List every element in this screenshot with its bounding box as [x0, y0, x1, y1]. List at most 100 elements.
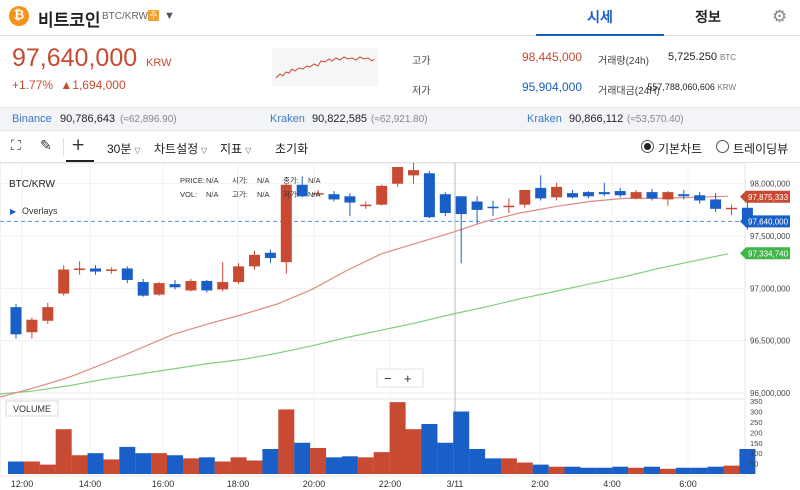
- exchange-price: 90,786,643: [60, 113, 116, 125]
- candle-body: [201, 281, 213, 291]
- volume-bar: [437, 442, 454, 474]
- volume-bar: [485, 458, 501, 474]
- overlays-toggle-icon[interactable]: ▶: [10, 207, 17, 216]
- candlestick-chart[interactable]: 96,000,000 96,500,000 97,000,000 97,500,000…: [0, 163, 800, 490]
- volume-bar: [357, 457, 374, 474]
- candle-body: [726, 207, 737, 210]
- candle-body: [567, 193, 578, 198]
- exchange-name[interactable]: Binance: [12, 113, 52, 125]
- candle-body: [694, 195, 706, 201]
- candle-body: [662, 192, 674, 200]
- volume-title: VOLUME: [13, 404, 51, 414]
- price-tick-label: 98,000,000: [750, 180, 791, 189]
- volume-bar: [564, 466, 581, 474]
- candle-body: [74, 268, 86, 270]
- volume-bar: [707, 466, 724, 474]
- price-axis: 96,000,000 96,500,000 97,000,000 97,500,000…: [750, 180, 791, 398]
- chevron-down-icon: ▽: [201, 146, 208, 155]
- reset-button[interactable]: 초기화: [275, 142, 309, 156]
- price-tick-label: 96,500,000: [750, 337, 791, 346]
- crosshair-icon[interactable]: +: [71, 135, 86, 155]
- candle-body: [233, 266, 245, 283]
- candle-body: [503, 205, 515, 208]
- exchange-name[interactable]: Kraken: [270, 113, 305, 125]
- low-value: 95,904,000: [521, 80, 582, 94]
- time-tick-label: 18:00: [227, 479, 250, 489]
- ohlc-close-value: N/A: [308, 176, 321, 185]
- tab-info[interactable]: 정보: [695, 9, 721, 25]
- pencil-icon[interactable]: ✎: [40, 138, 52, 154]
- candle-body: [121, 268, 133, 280]
- candle-body: [153, 283, 165, 295]
- amount-unit: KRW: [717, 83, 736, 92]
- volume-bar: [739, 449, 756, 474]
- change-amount: ▲1,694,000: [60, 78, 126, 92]
- indicators-menu[interactable]: 지표 ▽: [220, 140, 251, 157]
- candle-body: [392, 167, 404, 184]
- volume-tick-label: 250: [750, 418, 763, 427]
- zoom-out-button[interactable]: −: [384, 371, 392, 386]
- bitcoin-logo-icon: ₿: [9, 6, 29, 26]
- chart-grid: [0, 163, 746, 477]
- volume-bar: [341, 456, 358, 474]
- candle-body: [249, 254, 260, 267]
- gear-icon[interactable]: ⚙: [772, 7, 788, 27]
- volume-tick-label: 350: [750, 397, 763, 406]
- volume-unit: BTC: [720, 53, 736, 62]
- candle-body: [344, 196, 356, 203]
- time-tick-label: 12:00: [11, 479, 34, 489]
- coin-select-chevron-down-icon[interactable]: ▼: [164, 10, 175, 22]
- current-price: 97,640,000: [12, 44, 138, 72]
- volume-bar: [532, 464, 549, 474]
- price-unit: KRW: [146, 57, 172, 69]
- ohlc-vol-value: N/A: [206, 190, 219, 199]
- ma-long-line: [0, 253, 729, 395]
- radio-basic-label[interactable]: 기본차트: [658, 142, 703, 156]
- chevron-down-icon: ▽: [245, 146, 252, 155]
- price-tags: 97,875,333 97,640,000 97,334,740: [740, 190, 790, 260]
- candle-body: [630, 192, 642, 199]
- chart-settings-menu[interactable]: 차트설정 ▽: [154, 140, 207, 157]
- chart-symbol: BTC/KRW: [9, 179, 55, 190]
- coin-name: 비트코인: [38, 11, 101, 30]
- volume-bar: [691, 467, 708, 474]
- price-tag-label: 97,640,000: [748, 217, 789, 226]
- overlays-toggle[interactable]: Overlays: [22, 206, 58, 216]
- time-tick-label: 20:00: [303, 479, 326, 489]
- ma-short-line: [0, 195, 729, 398]
- ohlc-open-value: N/A: [257, 176, 270, 185]
- exchange-usd: (≈53,570.40): [627, 114, 684, 125]
- exchange-name[interactable]: Kraken: [527, 113, 562, 125]
- radio-basic-chart[interactable]: [641, 140, 654, 153]
- volume-bar: [119, 446, 136, 474]
- fullscreen-icon[interactable]: ⛶: [11, 138, 21, 154]
- volume-bar: [580, 467, 597, 474]
- candle-body: [710, 199, 722, 209]
- volume-bar: [628, 467, 645, 474]
- sparkline-line: [275, 56, 375, 79]
- time-tick-label: 14:00: [79, 479, 102, 489]
- radio-tradingview[interactable]: [716, 140, 729, 153]
- candle-body: [58, 269, 70, 294]
- volume-tick-label: 300: [750, 408, 763, 417]
- volume-bar: [596, 467, 613, 474]
- tab-price[interactable]: 시세: [536, 0, 664, 36]
- volume-tick-label: 150: [750, 439, 763, 448]
- mini-sparkline-chart: [272, 48, 378, 86]
- zoom-in-button[interactable]: +: [404, 371, 412, 386]
- interval-label: 30분: [107, 142, 132, 156]
- price-tag-bg: [740, 247, 790, 260]
- interval-select[interactable]: 30분 ▽: [107, 140, 141, 157]
- volume-bar: [294, 442, 311, 474]
- price-tag-label: 97,875,333: [748, 193, 789, 202]
- time-tick-label: 16:00: [152, 479, 175, 489]
- candle-body: [264, 252, 276, 258]
- candles-layer: [10, 163, 753, 339]
- radio-tradingview-label[interactable]: 트레이딩뷰: [733, 142, 789, 156]
- volume-bar: [214, 461, 231, 474]
- candle-body: [408, 170, 419, 176]
- candle-body: [376, 185, 388, 205]
- candle-body: [185, 281, 197, 291]
- high-label: 고가: [412, 56, 431, 67]
